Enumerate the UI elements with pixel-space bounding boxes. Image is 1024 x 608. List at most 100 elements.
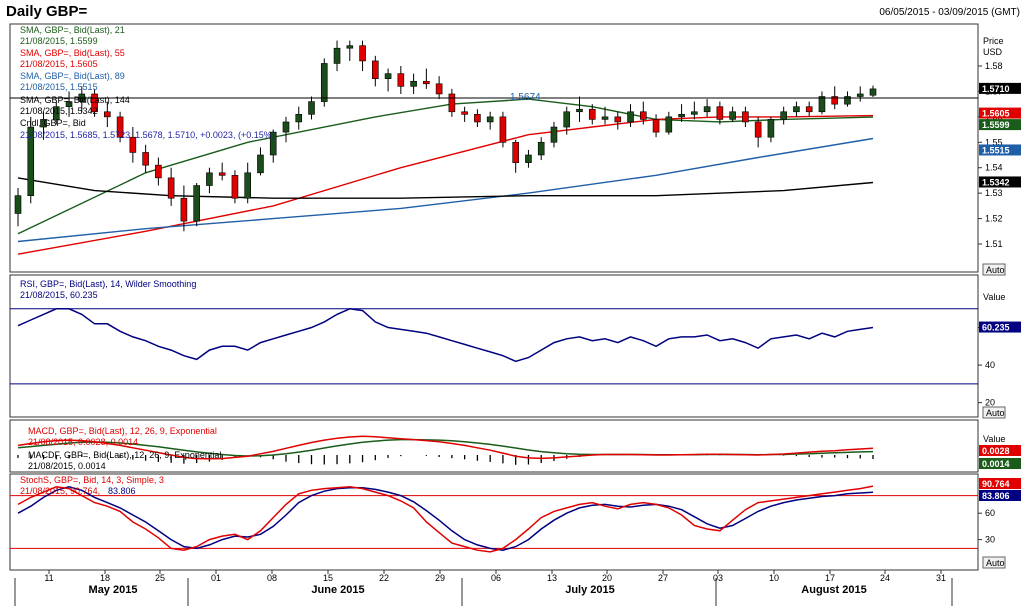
candle[interactable]	[691, 101, 698, 120]
candle-body	[844, 96, 851, 105]
candle-body	[754, 121, 762, 138]
candle[interactable]	[308, 96, 315, 120]
candle[interactable]	[474, 109, 481, 128]
candle[interactable]	[639, 101, 647, 125]
candle[interactable]	[244, 162, 252, 204]
rsi-tick-label: 20	[985, 398, 995, 408]
candle[interactable]	[14, 188, 22, 227]
candle[interactable]	[333, 40, 341, 72]
candle[interactable]	[678, 104, 685, 122]
candle[interactable]	[844, 91, 851, 107]
price-panel[interactable]: 1.5674 SMA, GBP=, Bid(Last), 21 21/08/20…	[9, 23, 1021, 276]
candle[interactable]	[486, 111, 494, 130]
candle-body	[346, 45, 354, 49]
candle[interactable]	[716, 101, 724, 125]
candle[interactable]	[754, 116, 762, 148]
candle[interactable]	[601, 106, 609, 125]
candle-body	[652, 119, 660, 133]
candle[interactable]	[91, 88, 98, 117]
legend-sma55-name: SMA, GBP=, Bid(Last), 55	[20, 48, 125, 58]
candle[interactable]	[206, 167, 213, 194]
price-badge-text: 1.5515	[982, 145, 1010, 155]
candle[interactable]	[793, 101, 800, 117]
candle[interactable]	[397, 66, 405, 94]
stoch-panel[interactable]: StochS, GBP=, Bid, 14, 3, Simple, 3 21/0…	[9, 473, 1021, 571]
candle[interactable]	[805, 101, 813, 117]
candle[interactable]	[346, 40, 354, 61]
candle[interactable]	[729, 106, 736, 122]
candle[interactable]	[512, 139, 519, 173]
candle[interactable]	[40, 111, 47, 140]
candle[interactable]	[65, 91, 73, 117]
candle[interactable]	[282, 116, 290, 143]
candle[interactable]	[27, 116, 35, 204]
candle[interactable]	[627, 104, 634, 128]
candle[interactable]	[372, 55, 379, 87]
stoch-k-line[interactable]	[17, 485, 874, 553]
candle[interactable]	[856, 86, 864, 102]
candle[interactable]	[142, 144, 149, 173]
candle[interactable]	[423, 68, 430, 89]
candlestick-series[interactable]	[14, 40, 877, 232]
time-axis[interactable]: 11 18 25 01 08 15 22 29 06 13 20 27 03 10 17 24 31 May 20…	[10, 569, 978, 606]
sma-line-2[interactable]	[17, 137, 874, 243]
macd-line[interactable]	[17, 435, 874, 460]
sma-line-1[interactable]	[17, 114, 874, 255]
candle[interactable]	[295, 106, 303, 130]
stoch-d-line[interactable]	[17, 486, 874, 551]
candle[interactable]	[116, 111, 124, 143]
candle[interactable]	[52, 101, 60, 125]
rsi-line[interactable]	[17, 308, 874, 363]
sma-line-0[interactable]	[17, 98, 874, 235]
candle[interactable]	[180, 185, 188, 232]
candle[interactable]	[384, 68, 392, 92]
candle[interactable]	[257, 147, 264, 176]
candle[interactable]	[869, 85, 877, 98]
price-tick-label: 1.58	[985, 61, 1003, 71]
candle[interactable]	[703, 99, 711, 117]
candle[interactable]	[780, 106, 787, 125]
rsi-panel[interactable]: RSI, GBP=, Bid(Last), 14, Wilder Smoothi…	[9, 274, 1021, 419]
candle-body	[116, 116, 124, 138]
candle[interactable]	[665, 111, 673, 135]
rsi-axis-ticks: 604020	[978, 323, 995, 408]
candle-body	[410, 80, 417, 87]
legend-candle-value: 21/08/2015, 1.5685, 1.5723, 1.5678, 1.57…	[20, 130, 275, 140]
candle[interactable]	[359, 40, 366, 72]
candle-body	[678, 114, 685, 118]
stoch-auto-button[interactable]: Auto	[982, 556, 1006, 569]
candle[interactable]	[410, 73, 417, 94]
candle[interactable]	[129, 127, 137, 163]
candle[interactable]	[167, 167, 175, 206]
candle[interactable]	[499, 111, 507, 148]
stoch-legend-value-k: 21/08/2015, 90.764,	[20, 486, 100, 496]
day-tick-label: 13	[547, 573, 557, 583]
candle[interactable]	[525, 149, 532, 168]
candle[interactable]	[576, 96, 583, 122]
candle[interactable]	[461, 106, 468, 122]
candle[interactable]	[231, 170, 239, 204]
price-auto-button[interactable]: Auto	[982, 263, 1006, 276]
candle[interactable]	[614, 111, 622, 130]
candle[interactable]	[550, 121, 558, 148]
candle[interactable]	[269, 129, 277, 163]
candle[interactable]	[320, 58, 328, 107]
candle[interactable]	[537, 137, 545, 161]
candle[interactable]	[435, 76, 443, 100]
candle[interactable]	[218, 162, 226, 181]
sma-line-3[interactable]	[17, 177, 874, 199]
candle[interactable]	[563, 106, 571, 135]
candle[interactable]	[742, 106, 749, 128]
macd-badge-bg	[979, 445, 1021, 456]
candle[interactable]	[818, 91, 826, 115]
candle[interactable]	[448, 88, 456, 117]
candle[interactable]	[104, 101, 111, 128]
candle[interactable]	[767, 116, 775, 143]
candle[interactable]	[193, 182, 200, 227]
rsi-auto-button[interactable]: Auto	[982, 406, 1006, 419]
candle[interactable]	[155, 157, 162, 186]
candle[interactable]	[652, 114, 660, 138]
candle[interactable]	[588, 104, 596, 125]
macd-panel[interactable]: MACD, GBP=, Bid(Last), 12, 26, 9, Expone…	[9, 419, 1021, 473]
